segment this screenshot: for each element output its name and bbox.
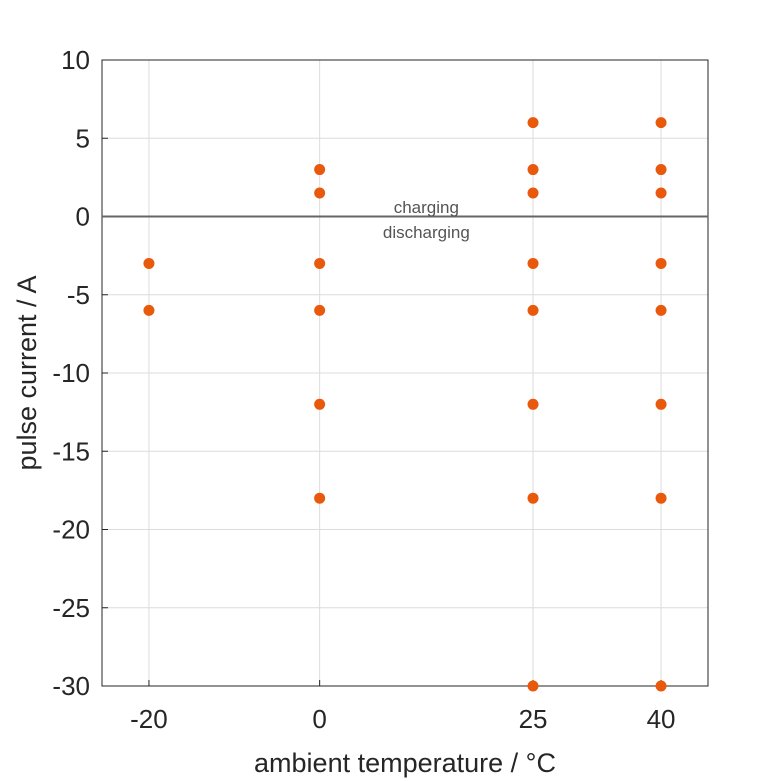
y-tick-label: -15: [52, 436, 90, 466]
data-point: [655, 304, 667, 316]
y-tick-label: 10: [61, 45, 90, 75]
data-point: [314, 164, 326, 176]
plot-area-frame: [101, 59, 709, 687]
y-tick-labels: 10 5 0 -5 -10 -15 -20 -25 -30: [52, 45, 90, 701]
data-point: [527, 117, 539, 129]
y-tick-label: -10: [52, 358, 90, 388]
y-tick-label: -5: [67, 280, 90, 310]
y-tick-label: 0: [76, 202, 90, 232]
data-points: [143, 117, 667, 692]
data-point: [527, 257, 539, 269]
data-point: [314, 187, 326, 199]
data-point: [527, 398, 539, 410]
data-point: [527, 680, 539, 692]
data-point: [527, 187, 539, 199]
data-point: [527, 304, 539, 316]
data-point: [655, 117, 667, 129]
x-tick-label: 25: [519, 704, 548, 734]
y-axis-title: pulse current / A: [12, 275, 42, 470]
data-point: [527, 492, 539, 504]
y-tick-label: -20: [52, 515, 90, 545]
data-point: [655, 187, 667, 199]
data-point: [314, 492, 326, 504]
data-point: [314, 304, 326, 316]
x-tick-label: 0: [312, 704, 326, 734]
data-point: [527, 164, 539, 176]
y-tick-label: 5: [76, 123, 90, 153]
x-tick-labels: -20 0 25 40: [130, 704, 675, 734]
annotation-discharging: discharging: [383, 223, 470, 242]
data-point: [143, 257, 155, 269]
data-point: [655, 257, 667, 269]
y-tick-label: -30: [52, 671, 90, 701]
x-axis-title: ambient temperature / °C: [254, 748, 556, 778]
data-point: [655, 398, 667, 410]
data-point: [314, 398, 326, 410]
y-tick-label: -25: [52, 593, 90, 623]
x-tick-label: 40: [647, 704, 676, 734]
data-point: [314, 257, 326, 269]
grid-lines: [102, 59, 708, 687]
annotation-charging: charging: [394, 198, 459, 217]
x-tick-label: -20: [130, 704, 168, 734]
data-point: [655, 680, 667, 692]
data-point: [655, 492, 667, 504]
data-point: [143, 304, 155, 316]
annotations: charging discharging: [383, 198, 470, 242]
data-point: [655, 164, 667, 176]
